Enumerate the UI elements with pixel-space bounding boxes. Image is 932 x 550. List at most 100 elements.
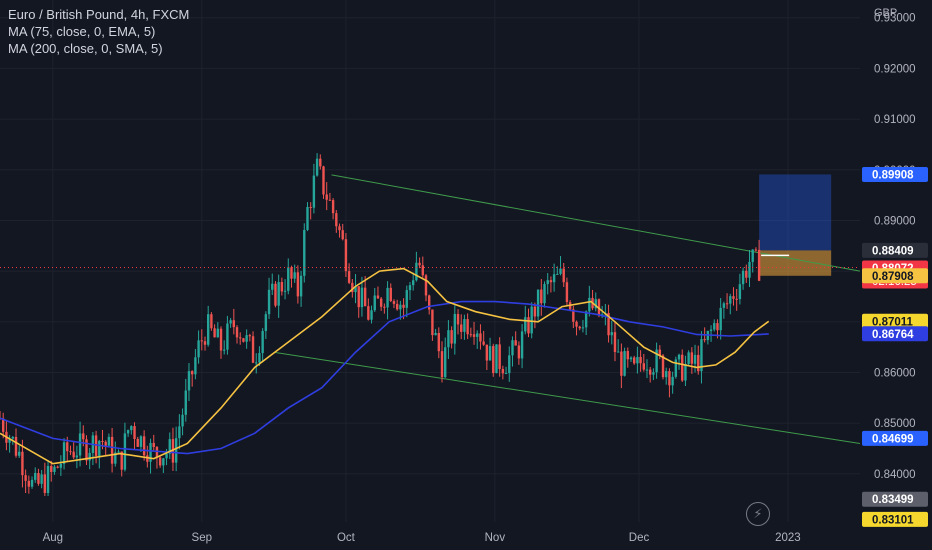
candle-body [440,351,444,378]
candle-body [559,268,562,274]
candle-body [216,328,220,338]
candle-body [56,466,59,468]
candle-body [43,474,47,493]
candle-body [174,438,178,463]
candle-body [178,426,181,439]
candle-body [745,270,748,278]
time-tick-label: Dec [629,532,650,544]
candle-body [283,290,287,292]
candle-body [274,283,277,306]
candle-body [319,158,322,167]
candle-body [629,357,633,360]
candle-body [187,371,191,391]
candle-body [735,298,738,300]
candle-body [351,282,354,293]
sma-indicator-label[interactable]: MA (200, close, 0, SMA, 5) [8,41,163,56]
candle-body [466,319,469,335]
price-tick-label: 0.84000 [874,469,916,481]
candle-body [133,426,136,439]
candle-body [303,229,306,276]
candle-body [184,390,187,415]
candle-body [748,261,751,278]
candle-body [139,436,143,447]
candle-body [75,455,79,458]
candle-body [687,352,690,364]
candle-body [376,295,380,299]
candle-body [639,356,642,364]
candle-body [665,371,668,378]
candle-body [331,200,335,214]
candle-body [652,372,655,375]
candle-body [367,306,370,320]
candle-body [322,166,325,195]
candle-body [8,438,11,443]
candle-body [386,287,389,308]
candle-body [59,463,63,468]
candle-body [306,206,309,230]
price-badge [862,430,928,446]
candle-body [565,282,569,303]
price-badge-label: 0.86764 [872,329,914,341]
candle-body [732,296,735,299]
ema-75-line [0,267,770,465]
candle-body [504,373,508,375]
candle-body [642,363,645,370]
candle-body [18,451,21,456]
candle-body [677,354,681,360]
candle-body [456,313,460,325]
candle-body [136,438,139,447]
candle-body [399,304,402,310]
candle-body [415,262,418,281]
candle-body [152,442,155,447]
candle-body [482,341,485,345]
candle-body [668,371,671,386]
candle-body [24,475,27,481]
candle-body [62,442,66,464]
candle-body [27,480,31,487]
candle-body [142,436,146,456]
candle-body [562,268,565,283]
lightning-icon[interactable]: ⚡ [746,502,770,526]
candle-body [540,289,543,304]
candle-body [223,349,226,351]
candle-body [290,267,293,279]
candle-body [21,451,24,476]
candle-body [757,249,761,281]
candle-body [171,439,175,463]
ema-indicator-label[interactable]: MA (75, close, 0, EMA, 5) [8,24,156,39]
candle-body [431,309,434,336]
candle-body [661,355,665,378]
candle-body [713,323,716,330]
candle-body [536,289,540,317]
candle-body [460,324,463,332]
candle-body [242,338,245,342]
candle-body [88,452,91,461]
candle-body [78,433,82,456]
candle-body [421,265,424,276]
candle-body [485,344,489,361]
candle-body [165,453,168,459]
candle-body [722,303,726,308]
candle-body [709,329,713,331]
candle-body [271,283,274,290]
candle-body [741,270,745,285]
candle-body [578,326,581,329]
candle-body [700,339,703,372]
candle-body [649,369,652,375]
candle-body [277,282,280,306]
candle-body [697,354,700,372]
candle-body [162,458,165,466]
candle-body [354,286,357,293]
candle-body [264,314,268,332]
candle-body [437,332,441,352]
candle-body [594,299,597,309]
candle-body [472,334,476,337]
candle-body [552,274,556,283]
candle-body [360,287,364,308]
symbol-title[interactable]: Euro / British Pound, 4h, FXCM [8,7,190,22]
candle-body [40,474,43,484]
candle-body [104,441,107,446]
time-tick-label: Oct [337,532,356,544]
candle-body [72,451,75,458]
